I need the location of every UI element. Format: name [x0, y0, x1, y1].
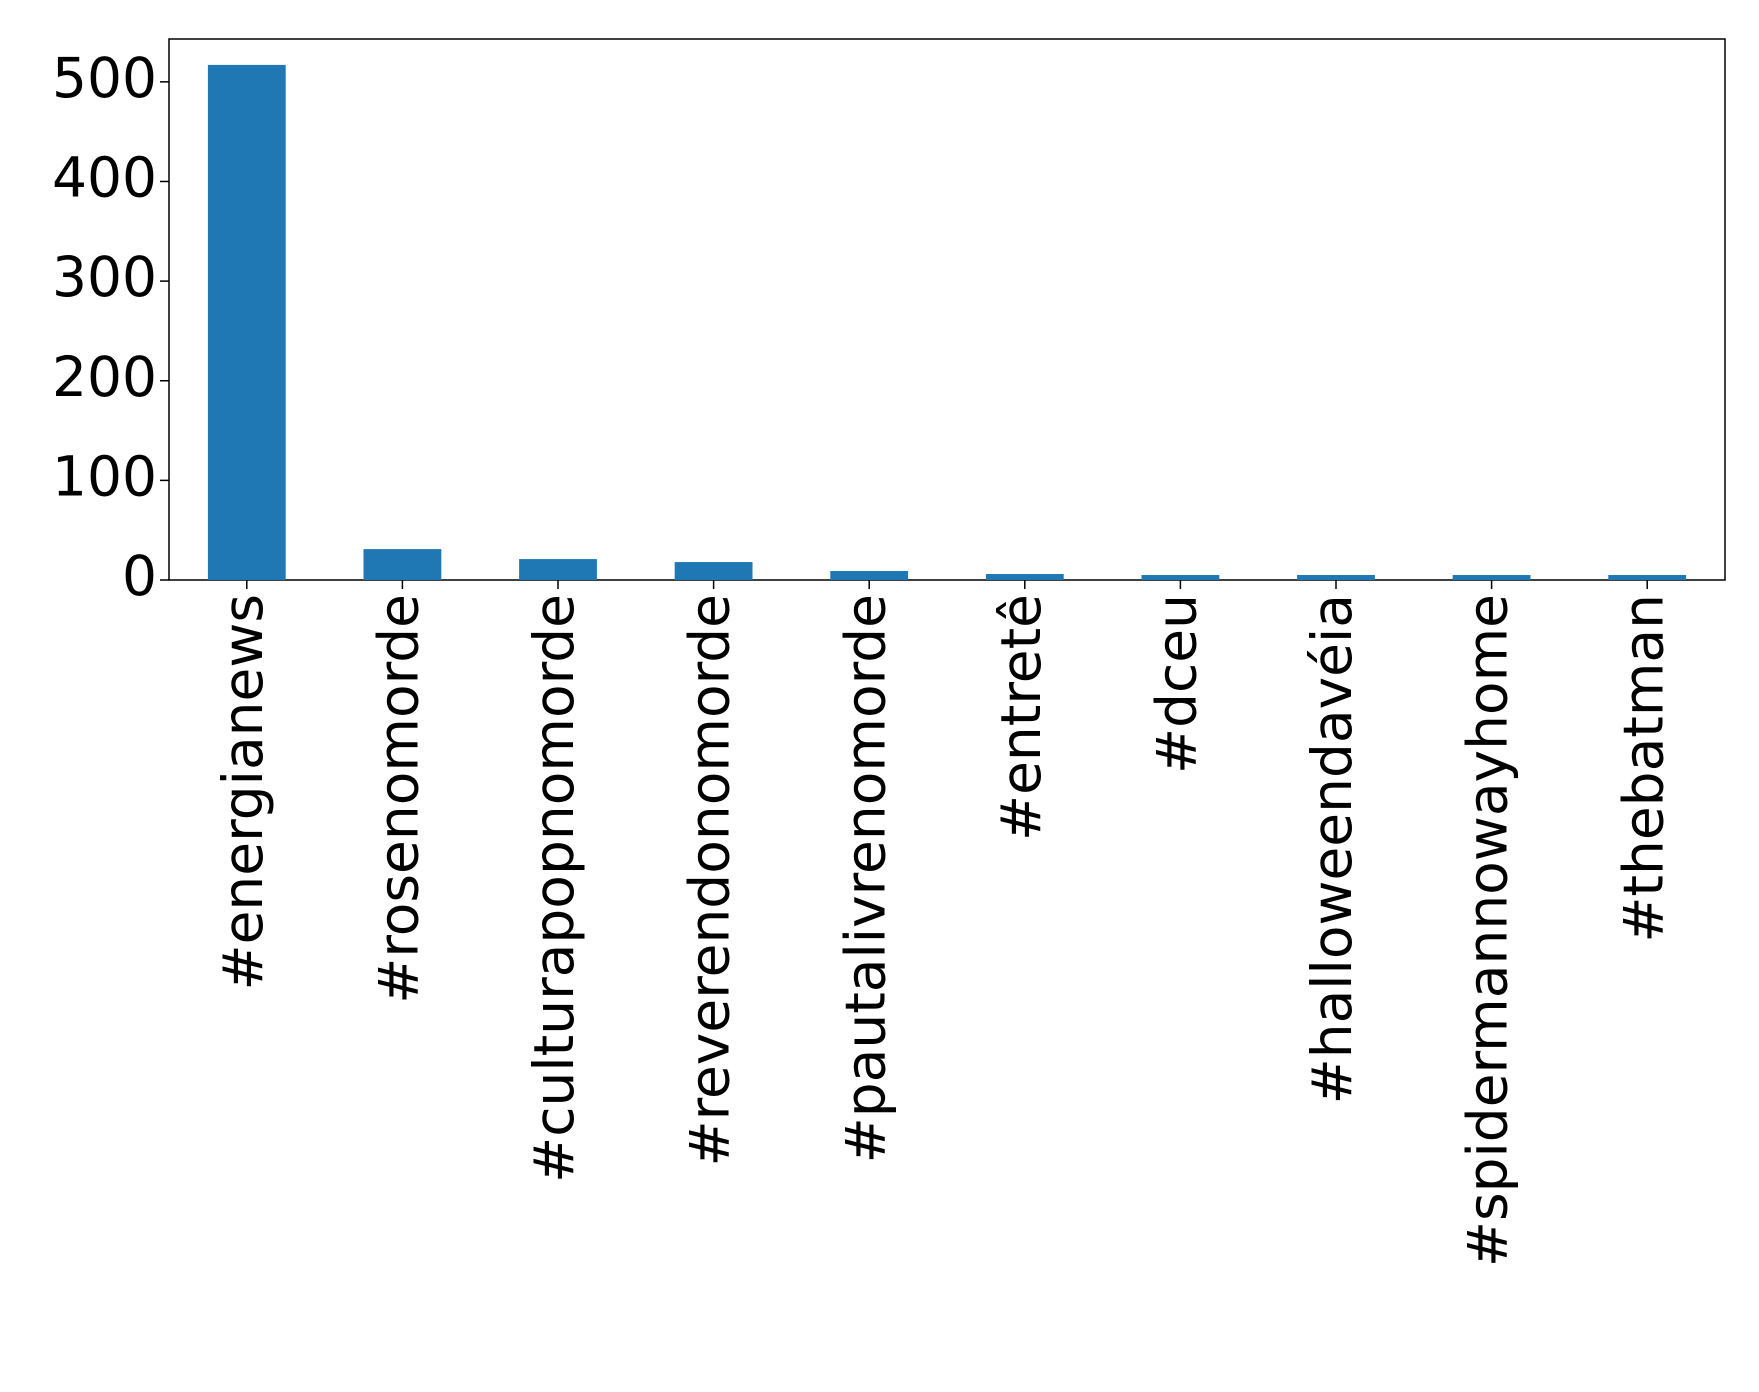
- bar: [830, 571, 909, 580]
- bar: [519, 559, 597, 580]
- x-tick-label: #pautalivrenomorde: [833, 594, 897, 1163]
- bar: [985, 574, 1064, 580]
- x-tick-label: #halloweendavéia: [1300, 594, 1364, 1104]
- y-tick-label: 100: [52, 445, 157, 509]
- x-tick-label: #entretê: [989, 594, 1053, 841]
- x-tick-label: #culturapopnomorde: [522, 594, 586, 1183]
- bar: [1608, 575, 1687, 580]
- y-tick-label: 500: [52, 46, 157, 110]
- y-tick-label: 300: [52, 245, 157, 309]
- bar: [674, 562, 753, 580]
- y-tick-label: 0: [122, 544, 157, 608]
- x-tick-label: #dceu: [1145, 594, 1209, 774]
- plot-frame: [168, 38, 1726, 581]
- y-tick-label: 200: [52, 345, 157, 409]
- x-tick-label: #reverendonomorde: [678, 594, 742, 1167]
- y-tick-label: 400: [52, 146, 157, 210]
- bar: [207, 64, 286, 580]
- bar: [1141, 575, 1220, 580]
- bar: [363, 549, 442, 580]
- x-tick-label: #spidermannowayhome: [1456, 594, 1520, 1267]
- bar: [1297, 575, 1375, 580]
- x-tick-label: #energianews: [211, 594, 275, 991]
- x-tick-label: #thebatman: [1611, 594, 1675, 943]
- bar: [1452, 575, 1531, 580]
- x-tick-label: #rosenomorde: [367, 594, 431, 1004]
